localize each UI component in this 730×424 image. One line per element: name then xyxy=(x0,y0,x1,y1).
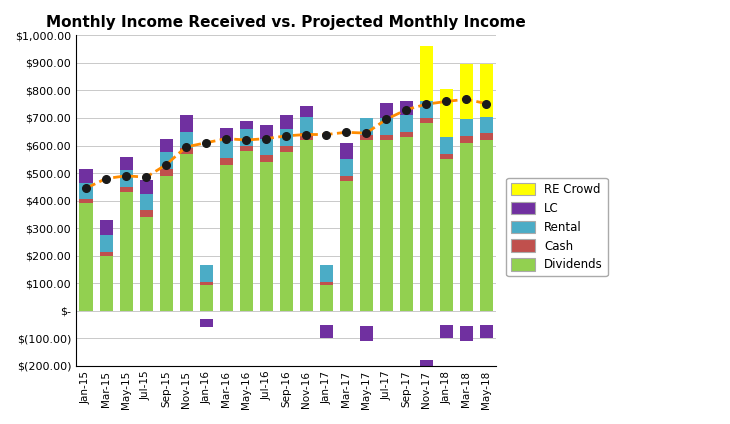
Legend: RE Crowd, LC, Rental, Cash, Dividends: RE Crowd, LC, Rental, Cash, Dividends xyxy=(507,178,607,276)
Bar xyxy=(460,326,473,341)
Bar xyxy=(220,128,233,141)
Bar xyxy=(99,235,112,251)
Bar xyxy=(120,170,133,187)
Bar xyxy=(460,143,473,311)
Bar xyxy=(260,162,272,311)
Bar xyxy=(360,140,373,311)
Bar xyxy=(260,125,272,139)
Bar xyxy=(300,140,312,311)
Bar xyxy=(239,121,253,129)
Bar xyxy=(280,152,293,311)
Bar xyxy=(139,194,153,210)
Bar xyxy=(439,137,453,154)
Bar xyxy=(460,136,473,143)
Bar xyxy=(260,155,272,162)
Bar xyxy=(400,101,412,115)
Bar xyxy=(320,282,333,285)
Bar xyxy=(80,204,93,311)
Bar xyxy=(199,265,212,282)
Bar xyxy=(180,154,193,311)
Bar xyxy=(220,158,233,165)
Bar xyxy=(439,324,453,338)
Bar xyxy=(360,134,373,140)
Bar xyxy=(360,118,373,134)
Bar xyxy=(480,64,493,117)
Bar xyxy=(99,251,112,256)
Bar xyxy=(460,119,473,136)
Bar xyxy=(160,176,172,311)
Bar xyxy=(99,220,112,235)
Bar xyxy=(360,326,373,341)
Bar xyxy=(439,89,453,137)
Bar xyxy=(239,129,253,145)
Bar xyxy=(199,282,212,285)
Bar xyxy=(160,139,172,152)
Bar xyxy=(99,256,112,311)
Bar xyxy=(160,152,172,169)
Bar xyxy=(460,64,473,119)
Bar xyxy=(120,156,133,170)
Bar xyxy=(220,165,233,311)
Bar xyxy=(300,117,312,133)
Bar xyxy=(400,115,412,132)
Bar xyxy=(120,187,133,192)
Bar xyxy=(420,360,433,410)
Bar xyxy=(400,137,412,311)
Bar xyxy=(380,103,393,118)
Title: Monthly Income Received vs. Projected Monthly Income: Monthly Income Received vs. Projected Mo… xyxy=(46,15,526,30)
Bar xyxy=(180,132,193,148)
Bar xyxy=(199,285,212,311)
Bar xyxy=(380,140,393,311)
Bar xyxy=(339,159,353,176)
Bar xyxy=(339,143,353,159)
Bar xyxy=(339,176,353,181)
Bar xyxy=(300,106,312,117)
Bar xyxy=(480,133,493,140)
Bar xyxy=(180,148,193,154)
Bar xyxy=(420,123,433,311)
Bar xyxy=(80,199,93,204)
Bar xyxy=(380,134,393,140)
Bar xyxy=(199,319,212,327)
Bar xyxy=(439,154,453,159)
Bar xyxy=(480,140,493,311)
Bar xyxy=(239,151,253,311)
Bar xyxy=(120,192,133,311)
Bar xyxy=(280,129,293,145)
Bar xyxy=(80,169,93,183)
Bar xyxy=(420,118,433,123)
Bar xyxy=(300,133,312,140)
Bar xyxy=(180,115,193,132)
Bar xyxy=(160,169,172,176)
Bar xyxy=(400,132,412,137)
Bar xyxy=(480,117,493,133)
Bar xyxy=(280,145,293,152)
Bar xyxy=(139,217,153,311)
Bar xyxy=(380,118,393,134)
Bar xyxy=(320,285,333,311)
Bar xyxy=(260,139,272,155)
Bar xyxy=(320,324,333,338)
Bar xyxy=(480,324,493,338)
Bar xyxy=(439,159,453,311)
Bar xyxy=(239,145,253,151)
Bar xyxy=(280,115,293,129)
Bar xyxy=(220,141,233,158)
Bar xyxy=(139,210,153,217)
Bar xyxy=(139,180,153,194)
Bar xyxy=(420,101,433,118)
Bar xyxy=(80,183,93,199)
Bar xyxy=(320,265,333,282)
Bar xyxy=(339,181,353,311)
Bar xyxy=(420,46,433,101)
